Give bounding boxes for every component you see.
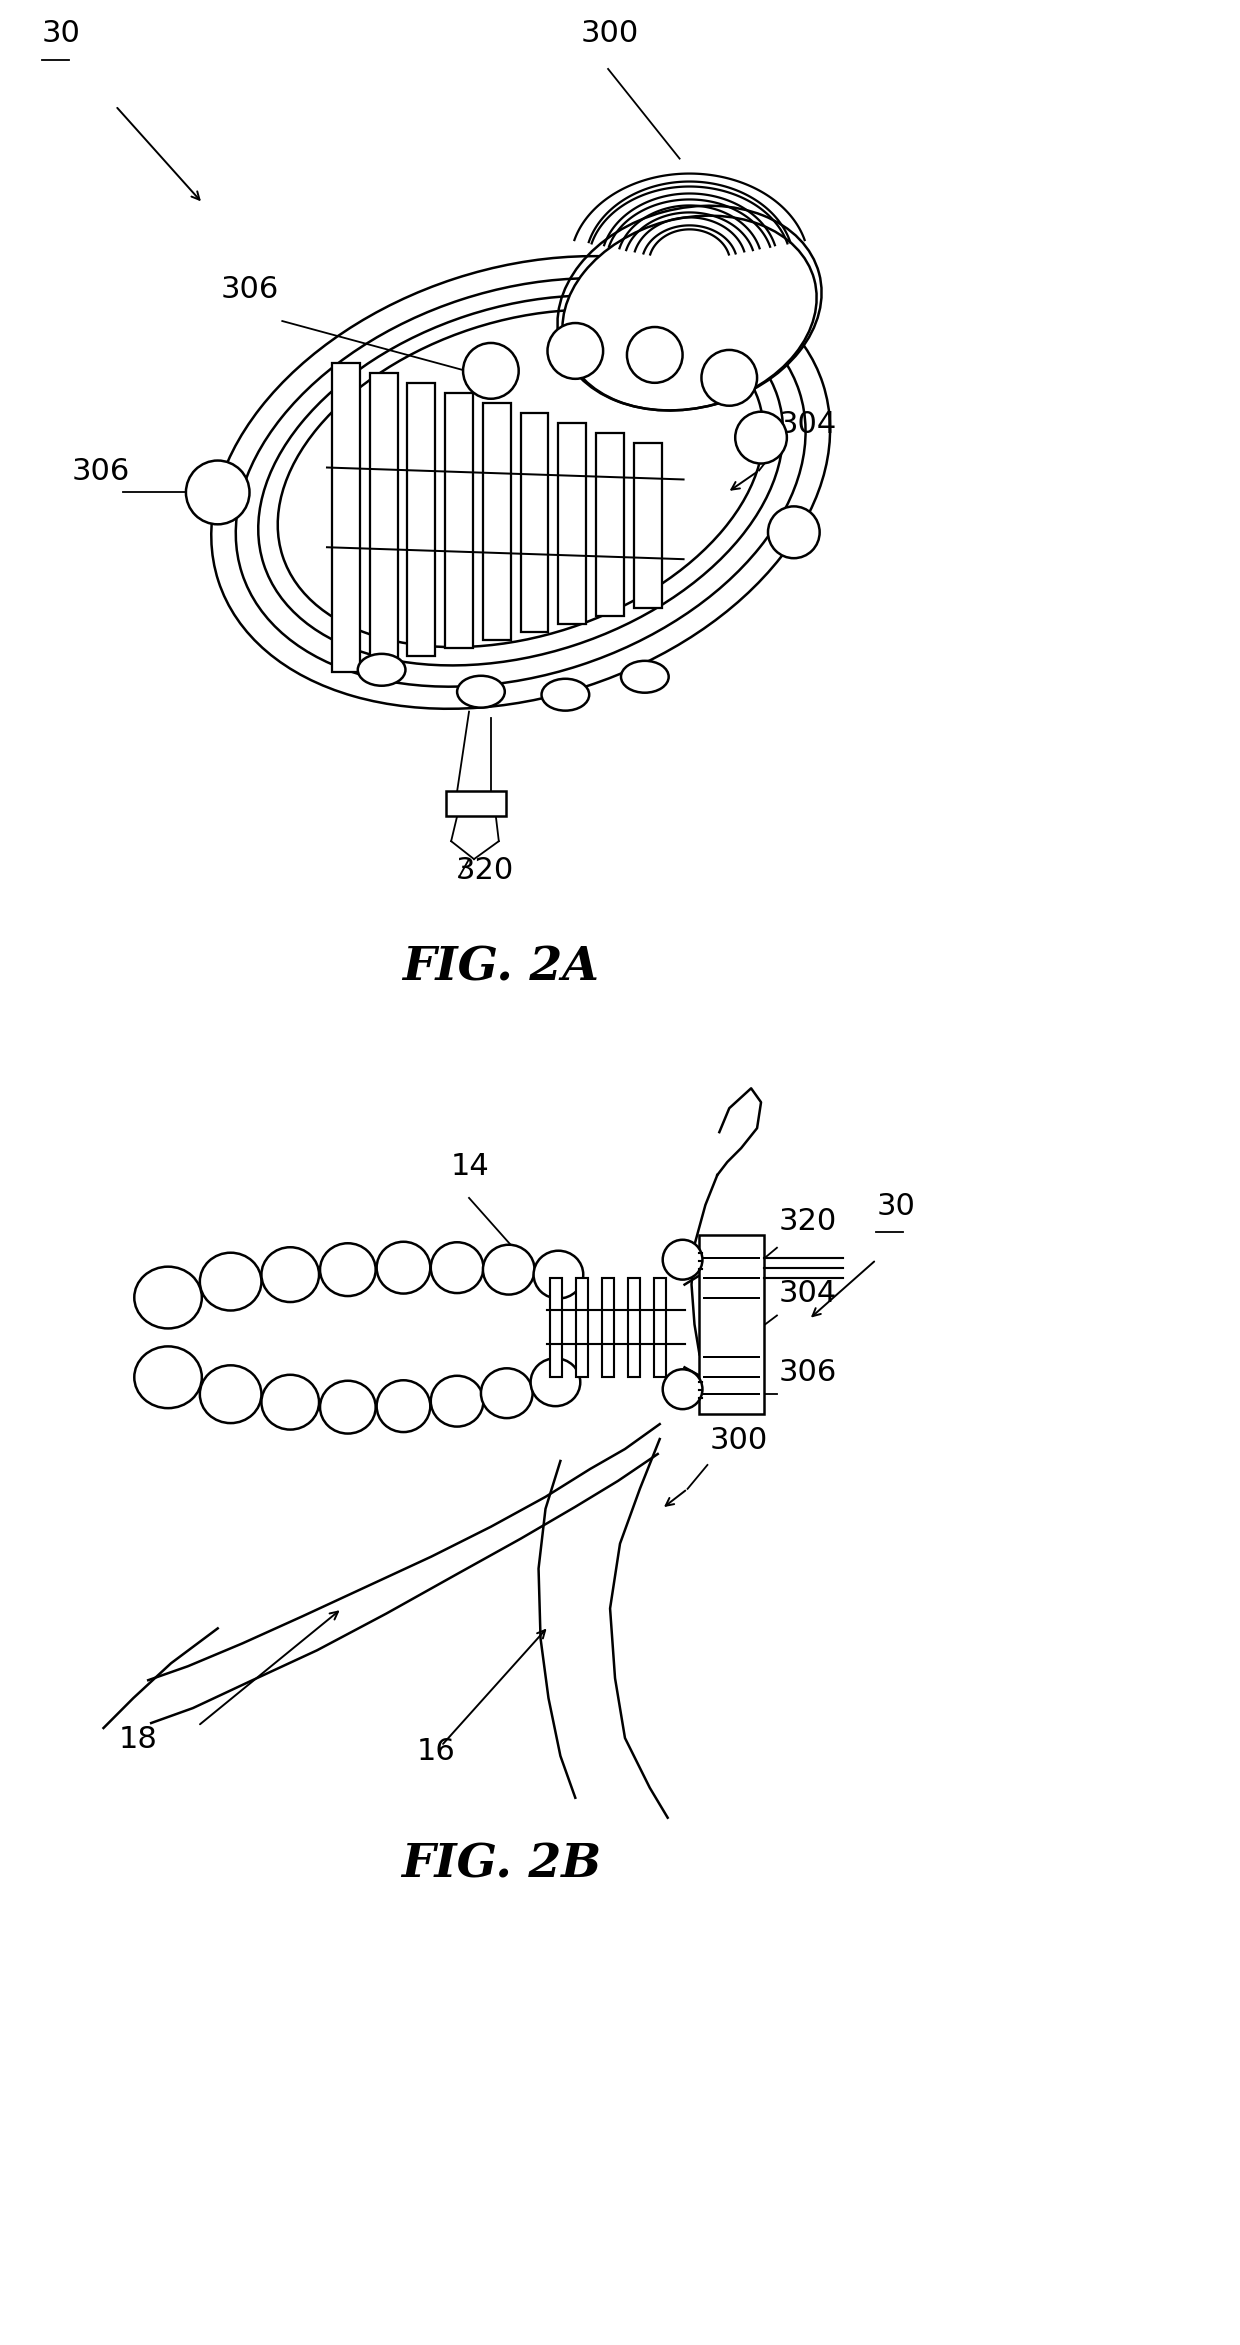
Text: 304: 304 bbox=[779, 410, 837, 439]
Text: 300: 300 bbox=[580, 19, 639, 47]
Text: 18: 18 bbox=[118, 1726, 157, 1754]
Ellipse shape bbox=[481, 1367, 533, 1419]
Text: FIG. 2B: FIG. 2B bbox=[401, 1841, 601, 1888]
Circle shape bbox=[662, 1241, 702, 1280]
Circle shape bbox=[662, 1369, 702, 1409]
Bar bbox=[446, 790, 506, 816]
Ellipse shape bbox=[621, 661, 668, 692]
Text: 306: 306 bbox=[779, 1358, 837, 1388]
Circle shape bbox=[186, 460, 249, 525]
Text: 306: 306 bbox=[72, 457, 130, 485]
Ellipse shape bbox=[200, 1365, 262, 1423]
Text: FIG. 2A: FIG. 2A bbox=[402, 945, 599, 990]
Circle shape bbox=[548, 324, 603, 380]
Ellipse shape bbox=[563, 216, 817, 410]
Bar bbox=[408, 382, 435, 657]
Bar bbox=[521, 413, 548, 631]
Bar bbox=[445, 392, 472, 647]
Text: 306: 306 bbox=[221, 274, 279, 305]
Bar bbox=[653, 1278, 666, 1377]
Circle shape bbox=[768, 507, 820, 558]
Ellipse shape bbox=[200, 1252, 262, 1311]
Ellipse shape bbox=[430, 1243, 484, 1292]
Ellipse shape bbox=[358, 654, 405, 685]
Circle shape bbox=[735, 413, 787, 464]
Circle shape bbox=[702, 349, 758, 406]
Ellipse shape bbox=[377, 1381, 430, 1433]
Bar bbox=[551, 1278, 563, 1377]
Ellipse shape bbox=[134, 1346, 202, 1407]
Ellipse shape bbox=[320, 1243, 376, 1297]
Text: 14: 14 bbox=[451, 1151, 490, 1182]
Ellipse shape bbox=[430, 1377, 484, 1426]
Ellipse shape bbox=[134, 1266, 202, 1330]
Circle shape bbox=[627, 326, 682, 382]
Text: 304: 304 bbox=[779, 1278, 837, 1309]
Text: 30: 30 bbox=[877, 1191, 915, 1222]
Text: 30: 30 bbox=[42, 19, 81, 47]
Ellipse shape bbox=[533, 1250, 583, 1299]
Ellipse shape bbox=[542, 678, 589, 711]
Bar bbox=[596, 431, 624, 617]
Ellipse shape bbox=[458, 675, 505, 708]
Bar bbox=[370, 373, 398, 664]
Text: 320: 320 bbox=[456, 856, 515, 884]
Ellipse shape bbox=[531, 1358, 580, 1407]
Ellipse shape bbox=[262, 1374, 319, 1430]
Text: 320: 320 bbox=[779, 1208, 837, 1236]
Bar bbox=[332, 363, 360, 671]
Bar bbox=[699, 1236, 764, 1414]
Bar bbox=[634, 443, 662, 607]
Bar bbox=[627, 1278, 640, 1377]
Text: 16: 16 bbox=[417, 1738, 455, 1766]
Bar bbox=[482, 403, 511, 640]
Circle shape bbox=[463, 342, 518, 399]
Bar bbox=[558, 422, 587, 624]
Ellipse shape bbox=[377, 1243, 430, 1294]
Ellipse shape bbox=[482, 1245, 534, 1294]
Bar bbox=[577, 1278, 588, 1377]
Ellipse shape bbox=[320, 1381, 376, 1433]
Text: 300: 300 bbox=[709, 1426, 768, 1454]
Bar bbox=[603, 1278, 614, 1377]
Ellipse shape bbox=[262, 1248, 319, 1301]
